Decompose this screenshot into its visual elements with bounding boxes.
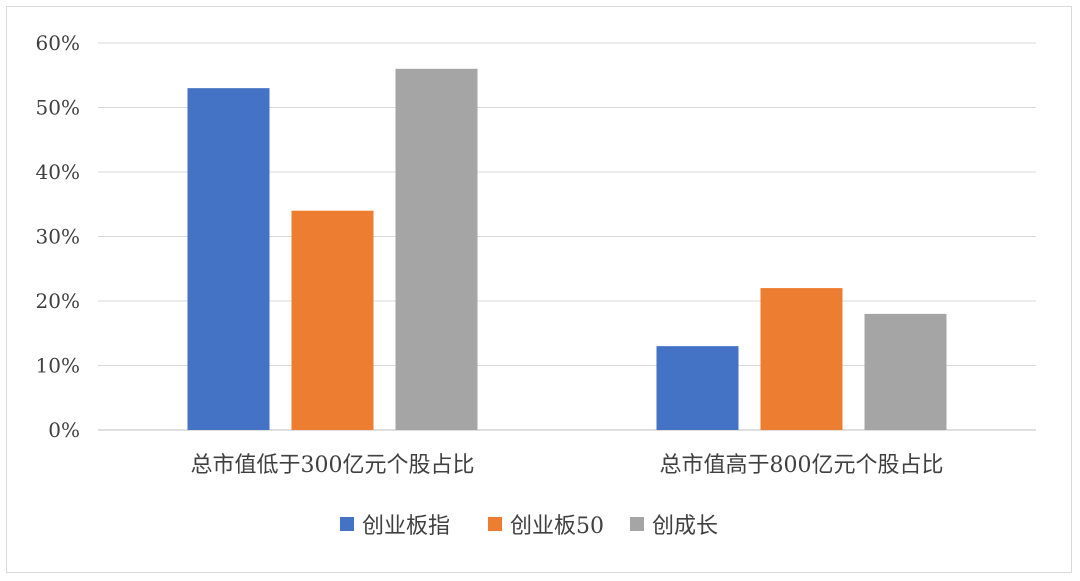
legend-label: 创业板50 xyxy=(510,514,604,539)
y-tick-label: 50% xyxy=(36,96,80,120)
y-tick-label: 10% xyxy=(36,354,80,378)
x-category-label: 总市值低于300亿元个股占比 xyxy=(191,453,475,478)
bar-1-2 xyxy=(656,346,739,430)
y-tick-label: 20% xyxy=(36,289,80,313)
y-tick-label: 0% xyxy=(48,418,80,442)
x-category-label: 总市值高于800亿元个股占比 xyxy=(660,453,944,478)
bar-3-2 xyxy=(864,313,947,430)
bar-2-1 xyxy=(291,210,374,430)
bar-2-2 xyxy=(760,288,843,430)
legend-label: 创业板指 xyxy=(362,514,450,539)
x-axis: 总市值低于300亿元个股占比 总市值高于800亿元个股占比 xyxy=(191,453,944,478)
y-tick-label: 60% xyxy=(36,31,80,55)
legend-item: 创成长 xyxy=(630,514,718,539)
legend-swatch xyxy=(488,517,502,531)
y-tick-label: 40% xyxy=(36,160,80,184)
y-axis: 0% 10% 20% 30% 40% 50% 60% xyxy=(36,31,80,442)
legend-item: 创业板50 xyxy=(488,514,604,539)
legend-swatch xyxy=(340,517,354,531)
bar-1-1 xyxy=(187,88,270,431)
legend-item: 创业板指 xyxy=(340,514,450,539)
bar-3-1 xyxy=(395,68,478,431)
legend: 创业板指 创业板50 创成长 xyxy=(340,514,718,539)
chart-frame xyxy=(6,6,1072,573)
bars xyxy=(187,68,947,431)
legend-label: 创成长 xyxy=(652,514,718,539)
y-tick-label: 30% xyxy=(36,225,80,249)
legend-swatch xyxy=(630,517,644,531)
